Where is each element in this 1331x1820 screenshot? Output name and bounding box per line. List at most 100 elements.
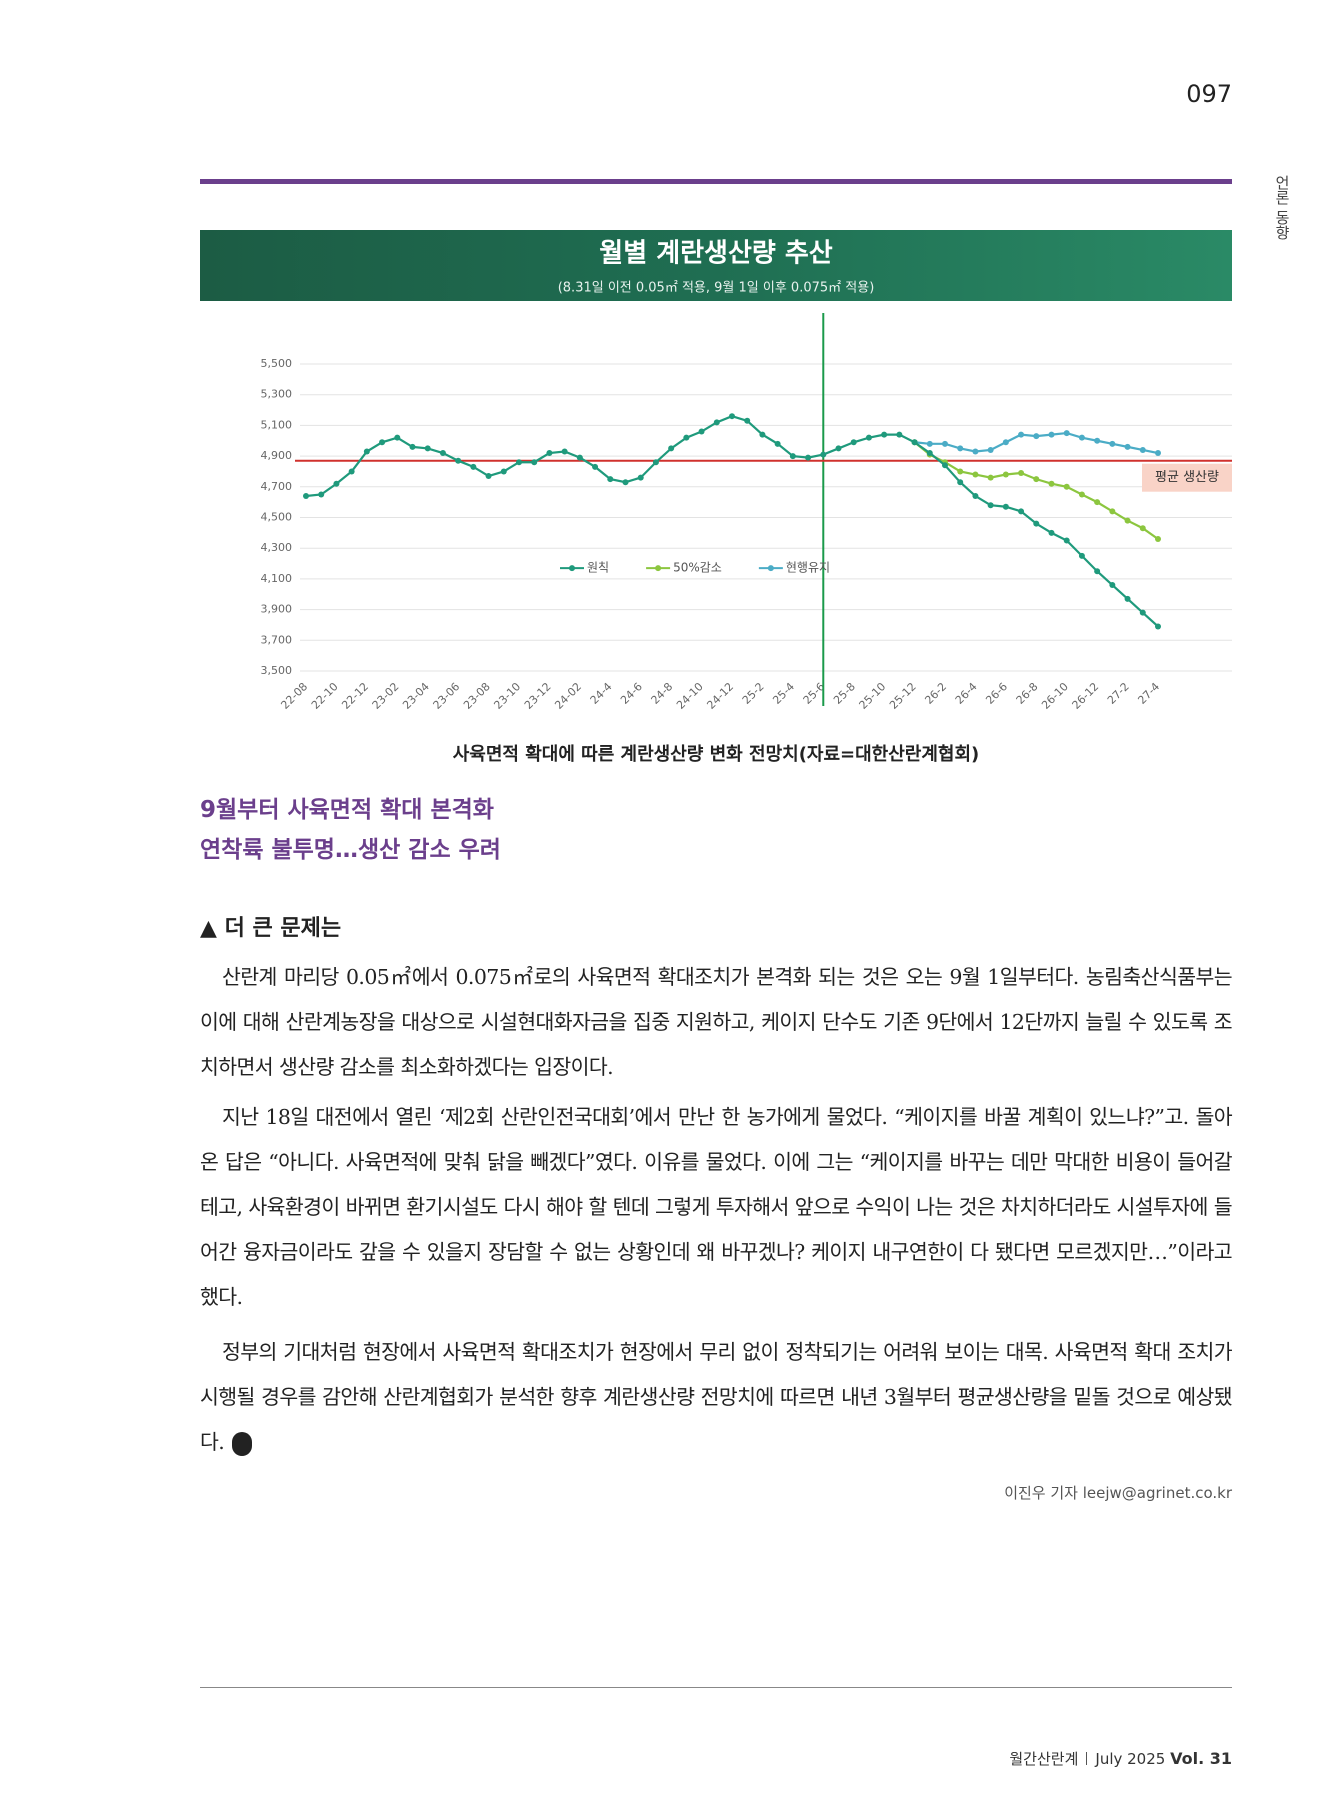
- x-tick-label: 27-2: [1105, 680, 1132, 707]
- data-point: [379, 439, 386, 446]
- data-point: [957, 468, 964, 475]
- average-label: 평균 생산량: [1155, 470, 1219, 485]
- data-point: [622, 479, 629, 486]
- chart: 월별 계란생산량 추산 (8.31일 이전 0.05㎡ 적용, 9월 1일 이후…: [200, 230, 1232, 712]
- y-tick-label: 4,100: [261, 572, 293, 585]
- x-tick-label: 27-4: [1135, 680, 1162, 707]
- chart-header: [200, 230, 1232, 301]
- data-point: [455, 457, 462, 464]
- x-tick-label: 24-8: [649, 680, 676, 707]
- data-point: [470, 463, 477, 470]
- y-tick-label: 4,700: [261, 480, 293, 493]
- legend-dot: [569, 565, 575, 572]
- data-point: [957, 445, 964, 452]
- data-point: [942, 462, 948, 469]
- y-tick-label: 4,300: [261, 541, 293, 554]
- legend-dot: [767, 565, 774, 572]
- x-tick-label: 25-4: [770, 680, 797, 707]
- data-point: [1124, 517, 1131, 524]
- data-point: [1002, 471, 1009, 478]
- figure-caption: 사육면적 확대에 따른 계란생산량 변화 전망치(자료=대한산란계협회): [452, 744, 980, 765]
- data-point: [1139, 609, 1146, 616]
- data-point: [1109, 440, 1116, 447]
- data-point: [1109, 508, 1116, 515]
- data-point: [896, 431, 903, 438]
- x-tick-label: 24-12: [704, 680, 736, 712]
- data-point: [1048, 529, 1055, 536]
- paragraph: 정부의 기대처럼 현장에서 사육면적 확대조치가 현장에서 무리 없이 정착되기…: [200, 1330, 1233, 1465]
- x-tick-label: 26-2: [922, 680, 949, 707]
- x-tick-label: 25-12: [887, 680, 919, 712]
- x-tick-label: 23-10: [491, 680, 523, 712]
- data-point: [1109, 582, 1116, 589]
- data-point: [394, 434, 401, 441]
- data-point: [333, 480, 340, 487]
- data-point: [668, 445, 675, 452]
- data-point: [1033, 520, 1040, 527]
- data-point: [409, 443, 416, 450]
- data-point: [1033, 476, 1040, 483]
- data-point: [774, 440, 781, 447]
- x-tick-label: 26-4: [953, 680, 980, 707]
- data-point: [972, 471, 979, 478]
- separator: [1086, 1752, 1088, 1765]
- y-tick-label: 3,700: [261, 633, 293, 646]
- x-tick-label: 24-4: [588, 680, 615, 707]
- data-point: [1078, 552, 1085, 559]
- data-point: [303, 493, 309, 500]
- legend-label: 50%감소: [673, 561, 722, 575]
- data-point: [1155, 450, 1161, 457]
- data-point: [1094, 568, 1101, 575]
- data-point: [987, 502, 994, 509]
- legend-label: 현행유지: [786, 560, 830, 575]
- x-tick-label: 23-08: [461, 680, 493, 712]
- data-point: [1155, 535, 1161, 542]
- data-point: [972, 448, 979, 455]
- data-point: [926, 440, 933, 447]
- data-point: [318, 491, 325, 498]
- y-tick-label: 4,500: [261, 511, 293, 524]
- issue: July 2025: [1095, 1750, 1166, 1768]
- end-mark: [232, 1431, 253, 1456]
- data-point: [683, 434, 690, 441]
- x-tick-label: 22-12: [339, 680, 371, 712]
- x-tick-label: 24-10: [674, 680, 706, 712]
- average-label-box: [1142, 463, 1232, 492]
- data-point: [1048, 431, 1055, 438]
- y-tick-label: 3,900: [261, 603, 293, 616]
- data-point: [926, 450, 933, 457]
- section-label: 언론 동향: [1273, 175, 1291, 240]
- footer: 월간산란계 July 2025 Vol. 31: [1009, 1748, 1232, 1769]
- x-tick-label: 25-2: [740, 680, 767, 707]
- data-point: [1094, 499, 1101, 506]
- x-tick-label: 22-10: [309, 680, 341, 712]
- magazine-name: 월간산란계: [1009, 1750, 1079, 1768]
- y-tick-label: 5,100: [261, 418, 293, 431]
- page-number: 097: [1186, 80, 1232, 108]
- data-point: [987, 446, 994, 453]
- data-point: [576, 454, 583, 461]
- bottom-rule: [200, 1687, 1232, 1688]
- data-point: [1002, 439, 1009, 446]
- data-point: [759, 431, 766, 438]
- legend-dot: [655, 565, 662, 572]
- data-point: [1063, 430, 1070, 437]
- x-tick-label: 25-8: [831, 680, 858, 707]
- chart-title: 월별 계란생산량 추산: [599, 239, 832, 269]
- data-point: [744, 417, 751, 424]
- data-point: [805, 454, 812, 461]
- data-point: [1018, 431, 1025, 438]
- x-tick-label: 25-10: [857, 680, 889, 712]
- x-tick-label: 26-6: [983, 680, 1010, 707]
- chart-subtitle: (8.31일 이전 0.05㎡ 적용, 9월 1일 이후 0.075㎡ 적용): [558, 281, 875, 296]
- top-rule: [200, 179, 1232, 184]
- data-point: [637, 474, 644, 481]
- x-tick-label: 24-02: [552, 680, 584, 712]
- x-tick-label: 26-10: [1039, 680, 1071, 712]
- data-point: [531, 459, 538, 466]
- data-point: [424, 445, 431, 452]
- x-tick-label: 26-12: [1070, 680, 1102, 712]
- x-tick-label: 24-6: [618, 680, 645, 707]
- data-point: [1063, 483, 1070, 490]
